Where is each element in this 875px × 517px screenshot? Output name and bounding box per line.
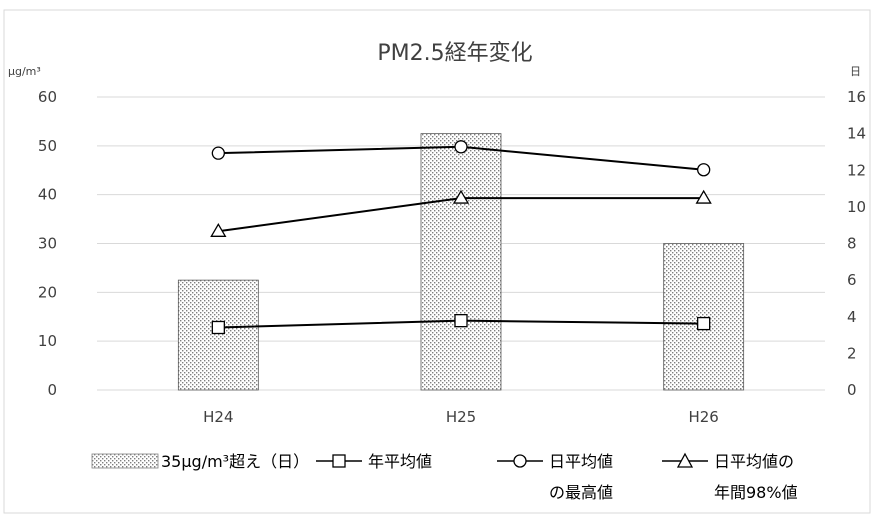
left-tick-label: 50	[38, 137, 57, 155]
legend-bar-label: 35μg/m³超え（日）	[161, 452, 309, 471]
bar	[420, 133, 502, 391]
legend-p98-label-1: 日平均値の	[714, 452, 794, 471]
legend-p98-label-2: 年間98%値	[714, 483, 798, 502]
circle-marker	[211, 146, 225, 160]
legend-bar-swatch	[91, 453, 159, 469]
bar-series	[177, 133, 745, 391]
square-marker	[697, 316, 711, 331]
right-tick-label: 8	[847, 235, 857, 253]
legend-circle-marker	[513, 454, 527, 468]
bar	[177, 279, 259, 391]
legend-daily-max-label-1: 日平均値	[549, 452, 613, 471]
right-tick-label: 2	[847, 344, 857, 362]
category-label: H24	[203, 408, 233, 426]
left-tick-label: 10	[38, 332, 57, 350]
circle-marker	[697, 163, 711, 177]
left-tick-label: 40	[38, 186, 57, 204]
circle-marker	[454, 140, 468, 154]
left-tick-label: 0	[47, 381, 57, 399]
triangle-marker	[210, 223, 227, 237]
right-tick-label: 10	[847, 198, 866, 216]
left-tick-label: 30	[38, 235, 57, 253]
right-tick-label: 4	[847, 308, 857, 326]
legend-square-marker	[332, 454, 346, 468]
line-series	[210, 140, 712, 335]
legend-triangle-marker	[676, 452, 694, 468]
category-label: H26	[688, 408, 718, 426]
bar	[663, 243, 745, 391]
left-axis-unit: μg/m³	[8, 65, 41, 78]
chart-title: PM2.5経年変化	[377, 41, 532, 66]
triangle-marker	[452, 189, 470, 204]
category-label: H25	[446, 408, 476, 426]
square-marker	[454, 314, 468, 328]
legend: 35μg/m³超え（日） 年平均値 日平均値 の最高値 日平均値の 年間98%値	[91, 452, 798, 502]
right-tick-label: 12	[847, 161, 866, 179]
right-tick-label: 14	[847, 125, 866, 143]
right-tick-label: 16	[847, 88, 866, 106]
right-axis-unit: 日	[850, 65, 861, 78]
triangle-marker	[695, 189, 712, 204]
axes: 0 10 20 30 40 50 60 0 2 4 6 8 10 12 14 16 H24 H25 H26	[38, 88, 866, 426]
square-marker	[211, 320, 225, 335]
left-tick-label: 20	[38, 283, 57, 301]
left-tick-label: 60	[38, 88, 57, 106]
chart-border	[3, 9, 871, 514]
legend-daily-max-label-2: の最高値	[549, 483, 613, 502]
legend-annual-mean-label: 年平均値	[368, 452, 432, 471]
right-tick-label: 0	[847, 381, 857, 399]
right-tick-label: 6	[847, 271, 857, 289]
